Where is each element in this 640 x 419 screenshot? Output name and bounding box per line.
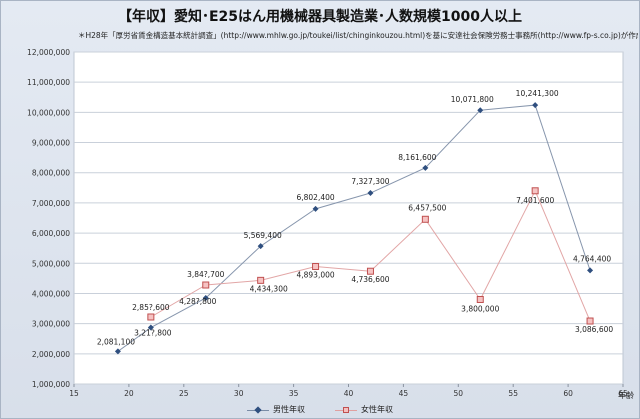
x-tick-label: 45 xyxy=(399,389,409,398)
data-point-female xyxy=(147,313,155,321)
series-line-male xyxy=(117,104,591,352)
y-tick-label: 8,000,000 xyxy=(32,169,70,178)
y-tick-label: 5,000,000 xyxy=(32,259,70,268)
data-point-male xyxy=(114,348,121,355)
y-tick-label: 3,000,000 xyxy=(32,320,70,329)
y-tick-label: 10,000,000 xyxy=(27,108,70,117)
x-tick-label: 30 xyxy=(234,389,244,398)
data-point-male xyxy=(422,164,429,171)
x-tick-label: 60 xyxy=(563,389,573,398)
data-point-female xyxy=(366,267,374,275)
data-point-female xyxy=(257,276,265,284)
data-label-male: 4,28?,800 xyxy=(179,297,217,306)
x-tick-label: 20 xyxy=(124,389,134,398)
legend-swatch-male xyxy=(247,405,269,414)
legend-label-male: 男性年収 xyxy=(273,405,305,414)
x-tick-label: 35 xyxy=(289,389,299,398)
data-label-male: 6,802,400 xyxy=(296,193,334,202)
data-point-male xyxy=(202,294,209,301)
y-tick-label: 7,000,000 xyxy=(32,199,70,208)
data-label-female: 6,457,500 xyxy=(408,203,446,212)
data-label-male: 8,161,600 xyxy=(398,153,436,162)
data-label-female: 2,85?,600 xyxy=(132,303,170,312)
data-point-male xyxy=(367,190,374,197)
series-layer xyxy=(114,102,594,355)
x-tick-label: 25 xyxy=(179,389,189,398)
data-label-female: 3,086,600 xyxy=(575,325,613,334)
x-tick-label: 50 xyxy=(454,389,464,398)
data-label-female: 4,893,000 xyxy=(296,271,334,280)
data-label-female: 4,736,600 xyxy=(351,275,389,284)
legend-item-male: 男性年収 xyxy=(247,404,305,415)
data-point-male xyxy=(532,102,539,109)
data-label-male: 2,081,100 xyxy=(97,337,135,346)
y-tick-label: 9,000,000 xyxy=(32,139,70,148)
plot-area xyxy=(73,51,624,385)
data-label-male: 3,21?,800 xyxy=(134,329,172,338)
chart-legend: 男性年収 女性年収 xyxy=(0,404,640,415)
data-label-female: 4,434,300 xyxy=(250,284,288,293)
data-point-male xyxy=(147,324,154,331)
data-point-female xyxy=(586,317,594,325)
data-point-female xyxy=(531,187,539,195)
data-point-male xyxy=(477,107,484,114)
x-axis-title: 年齢 xyxy=(618,390,634,400)
legend-label-female: 女性年収 xyxy=(361,405,393,414)
x-tick-label: 40 xyxy=(344,389,354,398)
y-tick-label: 2,000,000 xyxy=(32,350,70,359)
x-tick-label: 65 xyxy=(618,389,628,398)
data-label-male: 10,071,800 xyxy=(451,95,494,104)
y-tick-label: 4,000,000 xyxy=(32,289,70,298)
axis-ticks: 1,000,000 2,000,000 3,000,000 4,000,000 5,00… xyxy=(27,48,628,398)
x-tick-label: 15 xyxy=(69,389,79,398)
data-point-female xyxy=(312,263,320,271)
data-label-female: 7,401,600 xyxy=(516,196,554,205)
data-label-male: 7,327,300 xyxy=(351,177,389,186)
data-point-female xyxy=(202,281,210,289)
y-tick-label: 6,000,000 xyxy=(32,229,70,238)
data-label-male: 4,764,400 xyxy=(573,254,611,263)
legend-swatch-female xyxy=(335,406,357,414)
data-label-male: 10,241,300 xyxy=(516,89,559,98)
legend-item-female: 女性年収 xyxy=(335,404,393,415)
y-tick-label: 11,000,000 xyxy=(27,78,70,87)
data-point-male xyxy=(587,267,594,274)
data-point-male xyxy=(257,243,264,250)
data-label-female: 3,800,000 xyxy=(461,304,499,313)
data-point-female xyxy=(476,295,484,303)
data-point-female xyxy=(421,215,429,223)
data-point-male xyxy=(312,205,319,212)
chart-subtitle: ＊H28年「厚労省賃金構造基本統計調査」(http://www.mhlw.go.… xyxy=(78,31,638,40)
x-tick-label: 55 xyxy=(508,389,518,398)
data-label-male: 5,569,400 xyxy=(244,231,282,240)
chart-title: 【年収】愛知･E25はん用機械器具製造業･人数規模1000人以上 xyxy=(117,9,522,25)
y-tick-label: 1,000,000 xyxy=(32,380,70,389)
data-label-female: 3,84?,700 xyxy=(187,270,225,279)
y-tick-label: 12,000,000 xyxy=(27,48,70,57)
